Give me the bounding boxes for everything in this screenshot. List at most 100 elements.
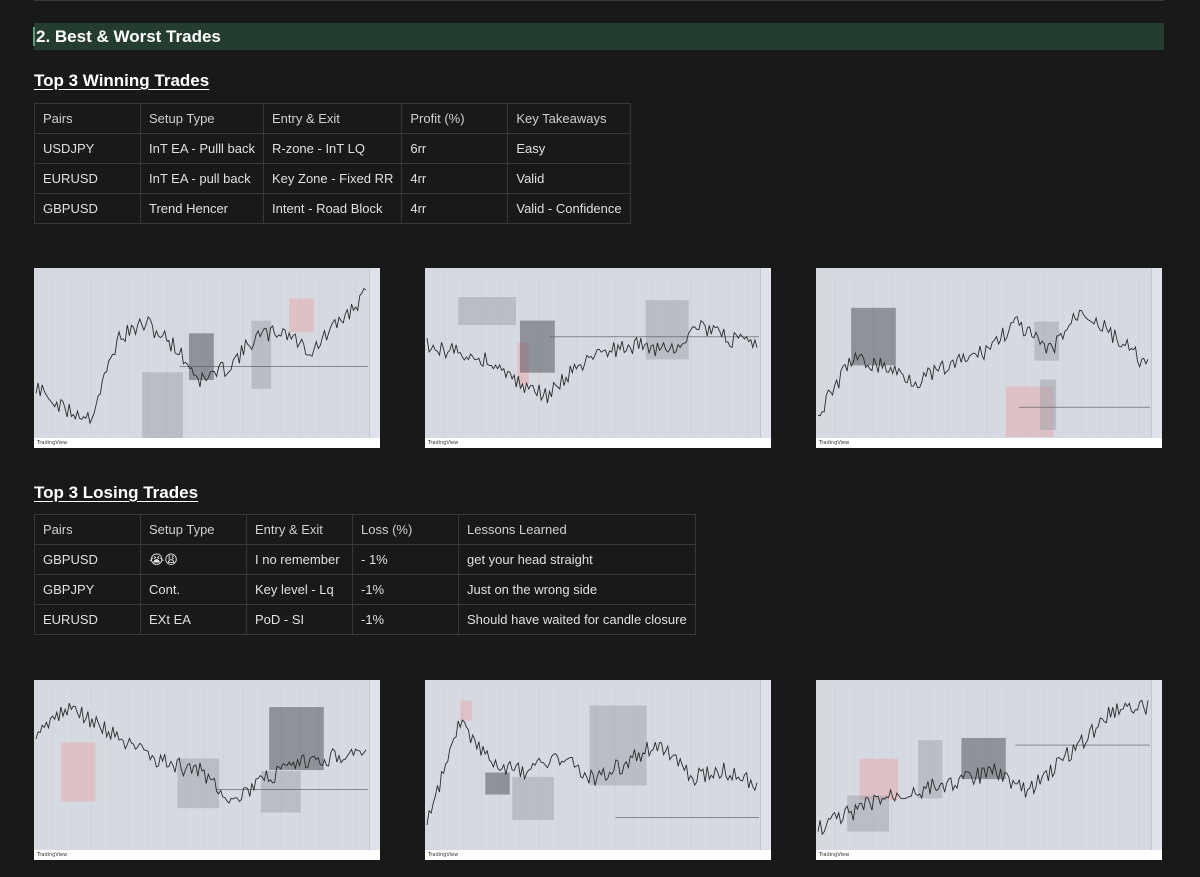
price-line — [35, 287, 367, 425]
table-cell[interactable]: Key level - Lq — [246, 574, 353, 605]
table-cell[interactable]: GBPJPY — [34, 574, 141, 605]
price-line — [817, 309, 1149, 417]
table-row: EURUSD EXt EA PoD - SI -1% Should have w… — [34, 604, 696, 635]
chart-canvas — [426, 688, 759, 848]
price-zone — [142, 372, 184, 448]
chart-canvas — [35, 276, 368, 448]
table-cell[interactable]: Easy — [507, 133, 631, 164]
table-cell[interactable]: 6rr — [401, 133, 509, 164]
price-axis — [1151, 268, 1162, 448]
tradingview-watermark: TradingView — [428, 440, 459, 446]
table-cell[interactable]: EURUSD — [34, 604, 141, 635]
table-cell[interactable]: PoD - SI — [246, 604, 353, 635]
losing-trades-table: Pairs Setup Type Entry & Exit Loss (%) L… — [34, 514, 696, 635]
price-line — [426, 319, 758, 404]
price-zone — [847, 795, 890, 832]
table-cell[interactable]: EXt EA — [140, 604, 247, 635]
table-cell[interactable]: GBPUSD — [34, 544, 141, 575]
price-zone — [458, 296, 517, 326]
winning-trades-table: Pairs Setup Type Entry & Exit Profit (%)… — [34, 103, 631, 224]
table-cell[interactable]: I no remember — [246, 544, 353, 575]
header-cell: Setup Type — [140, 514, 247, 545]
tradingview-watermark: TradingView — [819, 440, 850, 446]
chart-footer: TradingView — [34, 438, 380, 448]
table-header-row: Pairs Setup Type Entry & Exit Profit (%)… — [34, 103, 631, 134]
table-cell[interactable]: 😭😩 — [140, 544, 247, 575]
table-cell[interactable]: GBPUSD — [34, 193, 141, 224]
losing-chart-1[interactable]: TradingView — [34, 680, 380, 860]
table-cell[interactable]: USDJPY — [34, 133, 141, 164]
chart-footer: TradingView — [816, 438, 1162, 448]
winning-chart-2[interactable]: TradingView — [425, 268, 771, 448]
table-cell[interactable]: Just on the wrong side — [458, 574, 696, 605]
table-cell[interactable]: Valid — [507, 163, 631, 194]
price-zone — [1039, 379, 1057, 430]
winning-chart-3[interactable]: TradingView — [816, 268, 1162, 448]
price-axis — [760, 268, 771, 448]
table-cell[interactable]: -1% — [352, 574, 459, 605]
header-cell: Setup Type — [140, 103, 264, 134]
price-zone — [917, 740, 943, 799]
price-line — [35, 703, 367, 804]
winning-chart-1[interactable]: TradingView — [34, 268, 380, 448]
table-header-row: Pairs Setup Type Entry & Exit Loss (%) L… — [34, 514, 696, 545]
chart-footer: TradingView — [34, 850, 380, 860]
price-zone — [261, 771, 301, 813]
price-zone — [1034, 321, 1060, 361]
header-cell: Lessons Learned — [458, 514, 696, 545]
table-cell[interactable]: 4rr — [401, 163, 509, 194]
losing-trades-heading: Top 3 Losing Trades — [34, 483, 199, 502]
chart-canvas — [35, 688, 368, 848]
losing-chart-3[interactable]: TradingView — [816, 680, 1162, 860]
section-heading: 2. Best & Worst Trades — [33, 23, 1164, 50]
chart-canvas — [817, 688, 1150, 848]
price-zone — [961, 737, 1006, 780]
table-cell[interactable]: Valid - Confidence — [507, 193, 631, 224]
price-zone — [512, 776, 555, 820]
table-cell[interactable]: InT EA - pull back — [140, 163, 264, 194]
price-axis — [369, 268, 380, 448]
table-row: GBPJPY Cont. Key level - Lq -1% Just on … — [34, 574, 696, 605]
table-row: EURUSD InT EA - pull back Key Zone - Fix… — [34, 163, 631, 194]
table-cell[interactable]: -1% — [352, 604, 459, 635]
tradingview-watermark: TradingView — [428, 852, 459, 858]
header-cell: Profit (%) — [401, 103, 509, 134]
table-cell[interactable]: R-zone - InT LQ — [262, 133, 403, 164]
price-zone — [460, 700, 472, 721]
header-cell: Entry & Exit — [246, 514, 353, 545]
table-cell[interactable]: - 1% — [352, 544, 459, 575]
price-zone — [1005, 386, 1054, 437]
table-row: GBPUSD Trend Hencer Intent - Road Block … — [34, 193, 631, 224]
section-heading-text: 2. Best & Worst Trades — [33, 27, 221, 46]
price-axis — [369, 680, 380, 860]
header-cell: Pairs — [34, 514, 141, 545]
price-line — [817, 699, 1149, 836]
price-zone — [289, 298, 315, 333]
price-axis — [760, 680, 771, 860]
price-zone — [645, 300, 689, 360]
table-row: GBPUSD 😭😩 I no remember - 1% get your he… — [34, 544, 696, 575]
table-cell[interactable]: InT EA - Pulll back — [140, 133, 264, 164]
table-cell[interactable]: Intent - Road Block — [262, 193, 403, 224]
table-cell[interactable]: Trend Hencer — [140, 193, 264, 224]
table-cell[interactable]: Should have waited for candle closure — [458, 604, 696, 635]
losing-chart-2[interactable]: TradingView — [425, 680, 771, 860]
price-zone — [485, 772, 510, 795]
tradingview-watermark: TradingView — [37, 852, 68, 858]
price-zone — [269, 707, 324, 771]
chart-footer: TradingView — [816, 850, 1162, 860]
table-row: USDJPY InT EA - Pulll back R-zone - InT … — [34, 133, 631, 164]
table-cell[interactable]: 4rr — [401, 193, 509, 224]
price-zone — [851, 307, 896, 366]
tradingview-watermark: TradingView — [819, 852, 850, 858]
table-cell[interactable]: EURUSD — [34, 163, 141, 194]
chart-footer: TradingView — [425, 850, 771, 860]
table-cell[interactable]: get your head straight — [458, 544, 696, 575]
price-zone — [520, 320, 555, 373]
header-cell: Entry & Exit — [262, 103, 403, 134]
table-cell[interactable]: Key Zone - Fixed RR — [262, 163, 403, 194]
price-zone — [61, 742, 96, 802]
table-cell[interactable]: Cont. — [140, 574, 247, 605]
chart-footer: TradingView — [425, 438, 771, 448]
chart-canvas — [426, 276, 759, 436]
